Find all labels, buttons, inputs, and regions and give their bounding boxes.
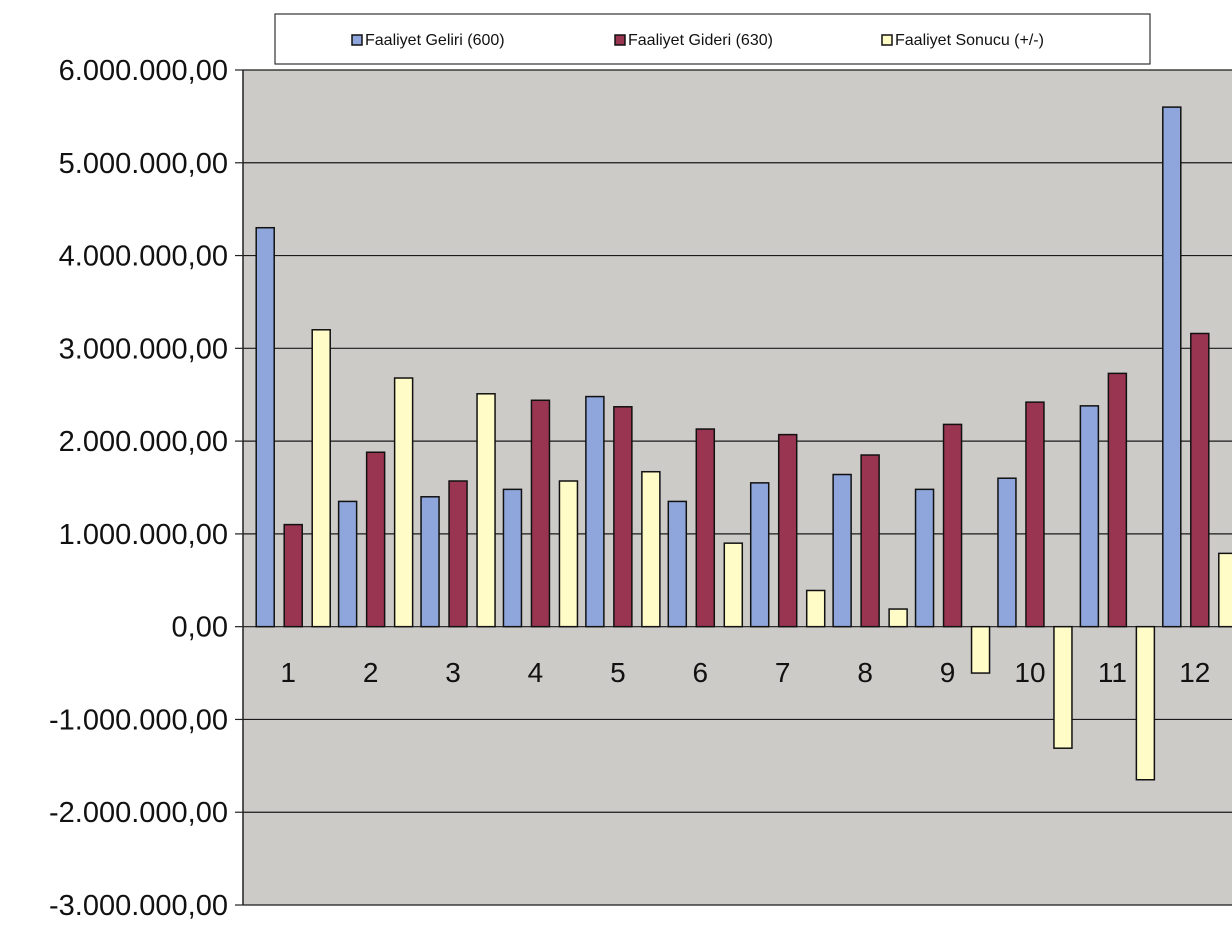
bar-gideri-5	[613, 406, 633, 628]
y-tick-label: 2.000.000,00	[59, 426, 228, 458]
legend-box	[274, 13, 1151, 65]
bar-sonucu-1	[311, 329, 331, 628]
x-tick-label: 5	[610, 657, 626, 688]
x-tick-label: 9	[940, 657, 956, 688]
bar-geliri-2	[337, 500, 358, 628]
bar-geliri-3	[420, 496, 440, 628]
legend-item-faaliyet-gideri-swatch	[614, 34, 626, 46]
bar-gideri-4	[530, 399, 551, 628]
x-tick-labels: 1 2 3 4 5 6 7 8 9 10 11 12	[280, 657, 1210, 688]
bar-gideri-1	[283, 523, 303, 628]
bar-sonucu-4	[558, 480, 579, 628]
bar-gideri-2	[365, 451, 386, 628]
y-tick-label: -2.000.000,00	[49, 797, 228, 829]
bar-gideri-9	[942, 423, 963, 628]
bar-geliri-5	[585, 395, 605, 628]
x-tick-label: 7	[775, 657, 791, 688]
bar-sonucu-3	[476, 393, 496, 628]
bar-sonucu-5	[641, 470, 661, 628]
bar-sonucu-8	[888, 608, 908, 628]
bar-geliri-10	[997, 477, 1017, 628]
bar-geliri-12	[1162, 106, 1182, 628]
legend-item-faaliyet-gideri: Faaliyet Gideri (630)	[628, 32, 773, 49]
bar-geliri-7	[749, 482, 770, 628]
legend: Faaliyet Geliri (600) Faaliyet Gideri (63…	[274, 13, 1151, 65]
bar-gideri-6	[695, 428, 716, 628]
bar-gideri-10	[1025, 401, 1045, 628]
bar-geliri-8	[832, 473, 852, 628]
bar-gideri-8	[860, 454, 880, 628]
bar-gideri-11	[1107, 372, 1128, 628]
bar-geliri-11	[1079, 405, 1100, 628]
bars	[255, 106, 1232, 781]
y-tick-label: 3.000.000,00	[59, 333, 228, 365]
y-tick-label: 6.000.000,00	[59, 55, 228, 87]
y-tick-label: 0,00	[172, 612, 228, 644]
x-tick-label: 12	[1179, 657, 1210, 688]
x-tick-label: 3	[445, 657, 461, 688]
y-tick-label: 5.000.000,00	[59, 148, 228, 180]
legend-item-faaliyet-sonucu: Faaliyet Sonucu (+/-)	[895, 32, 1044, 49]
y-tick-label: 4.000.000,00	[59, 241, 228, 273]
y-tick-label: -1.000.000,00	[49, 704, 228, 736]
bar-gideri-3	[448, 480, 468, 628]
bar-geliri-6	[667, 500, 688, 628]
bar-sonucu-12	[1218, 552, 1232, 628]
legend-item-faaliyet-geliri-swatch	[351, 34, 363, 46]
x-tick-label: 10	[1014, 657, 1045, 688]
bar-sonucu-11	[1135, 625, 1156, 781]
legend-item-faaliyet-sonucu-swatch	[881, 34, 893, 46]
y-tick-label: -3.000.000,00	[49, 890, 228, 922]
y-tick-labels: 6.000.000,00 5.000.000,00 4.000.000,00 3.00…	[49, 55, 228, 922]
x-tick-label: 11	[1098, 657, 1127, 688]
x-tick-label: 6	[693, 657, 709, 688]
x-tick-label: 2	[363, 657, 379, 688]
bar-sonucu-7	[805, 589, 826, 628]
bar-sonucu-6	[723, 542, 744, 628]
bar-gideri-7	[777, 433, 798, 628]
legend-item-faaliyet-geliri: Faaliyet Geliri (600)	[365, 32, 505, 49]
bar-geliri-1	[255, 226, 275, 628]
x-tick-label: 4	[528, 657, 544, 688]
bar-sonucu-9	[970, 625, 991, 674]
bar-sonucu-2	[393, 377, 414, 628]
x-tick-label: 1	[280, 657, 296, 688]
bar-gideri-12	[1190, 332, 1210, 628]
y-tick-label: 1.000.000,00	[59, 519, 228, 551]
bar-geliri-4	[502, 488, 523, 628]
x-tick-label: 8	[857, 657, 873, 688]
bar-sonucu-10	[1053, 625, 1073, 749]
bar-geliri-9	[914, 488, 935, 628]
